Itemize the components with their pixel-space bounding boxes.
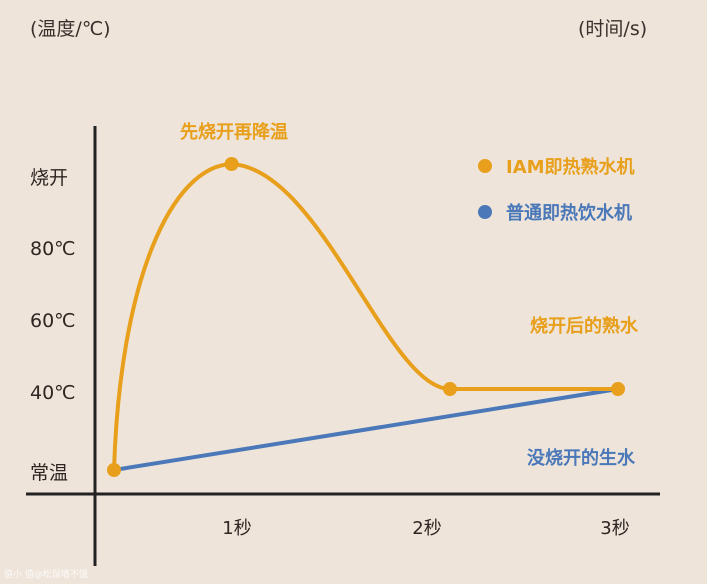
x-tick-label: 3秒 [600, 518, 630, 539]
legend-label: 普通即热饮水机 [506, 203, 632, 224]
series-point-iam [107, 463, 121, 477]
legend-label: IAM即热熟水机 [506, 157, 635, 178]
y-tick-label: 60℃ [30, 310, 76, 332]
y-tick-label: 80℃ [30, 238, 76, 260]
series-point-iam [224, 157, 239, 171]
series-point-iam [611, 382, 625, 396]
legend-dot-orange [478, 159, 492, 173]
x-tick-label: 2秒 [412, 518, 442, 539]
y-tick-label: 常温 [30, 462, 69, 484]
watermark: 值小 值@松鼠墙不饿 [4, 570, 88, 580]
annotation-raw-water: 没烧开的生水 [527, 448, 635, 469]
series-line-normal [112, 387, 620, 472]
y-tick-label: 烧开 [30, 167, 69, 189]
x-tick-label: 1秒 [222, 518, 252, 539]
annotation-boil-then-cool: 先烧开再降温 [180, 122, 288, 143]
x-axis-unit: (时间/s) [578, 18, 648, 40]
series-point-iam [443, 382, 457, 396]
y-tick-label: 40℃ [30, 382, 76, 404]
legend-item-normal: 普通即热饮水机 [478, 199, 632, 225]
legend-dot-blue [478, 205, 492, 219]
y-axis-unit: (温度/℃) [30, 18, 111, 40]
annotation-boiled-water: 烧开后的熟水 [530, 316, 638, 337]
legend-item-iam: IAM即热熟水机 [478, 153, 635, 179]
